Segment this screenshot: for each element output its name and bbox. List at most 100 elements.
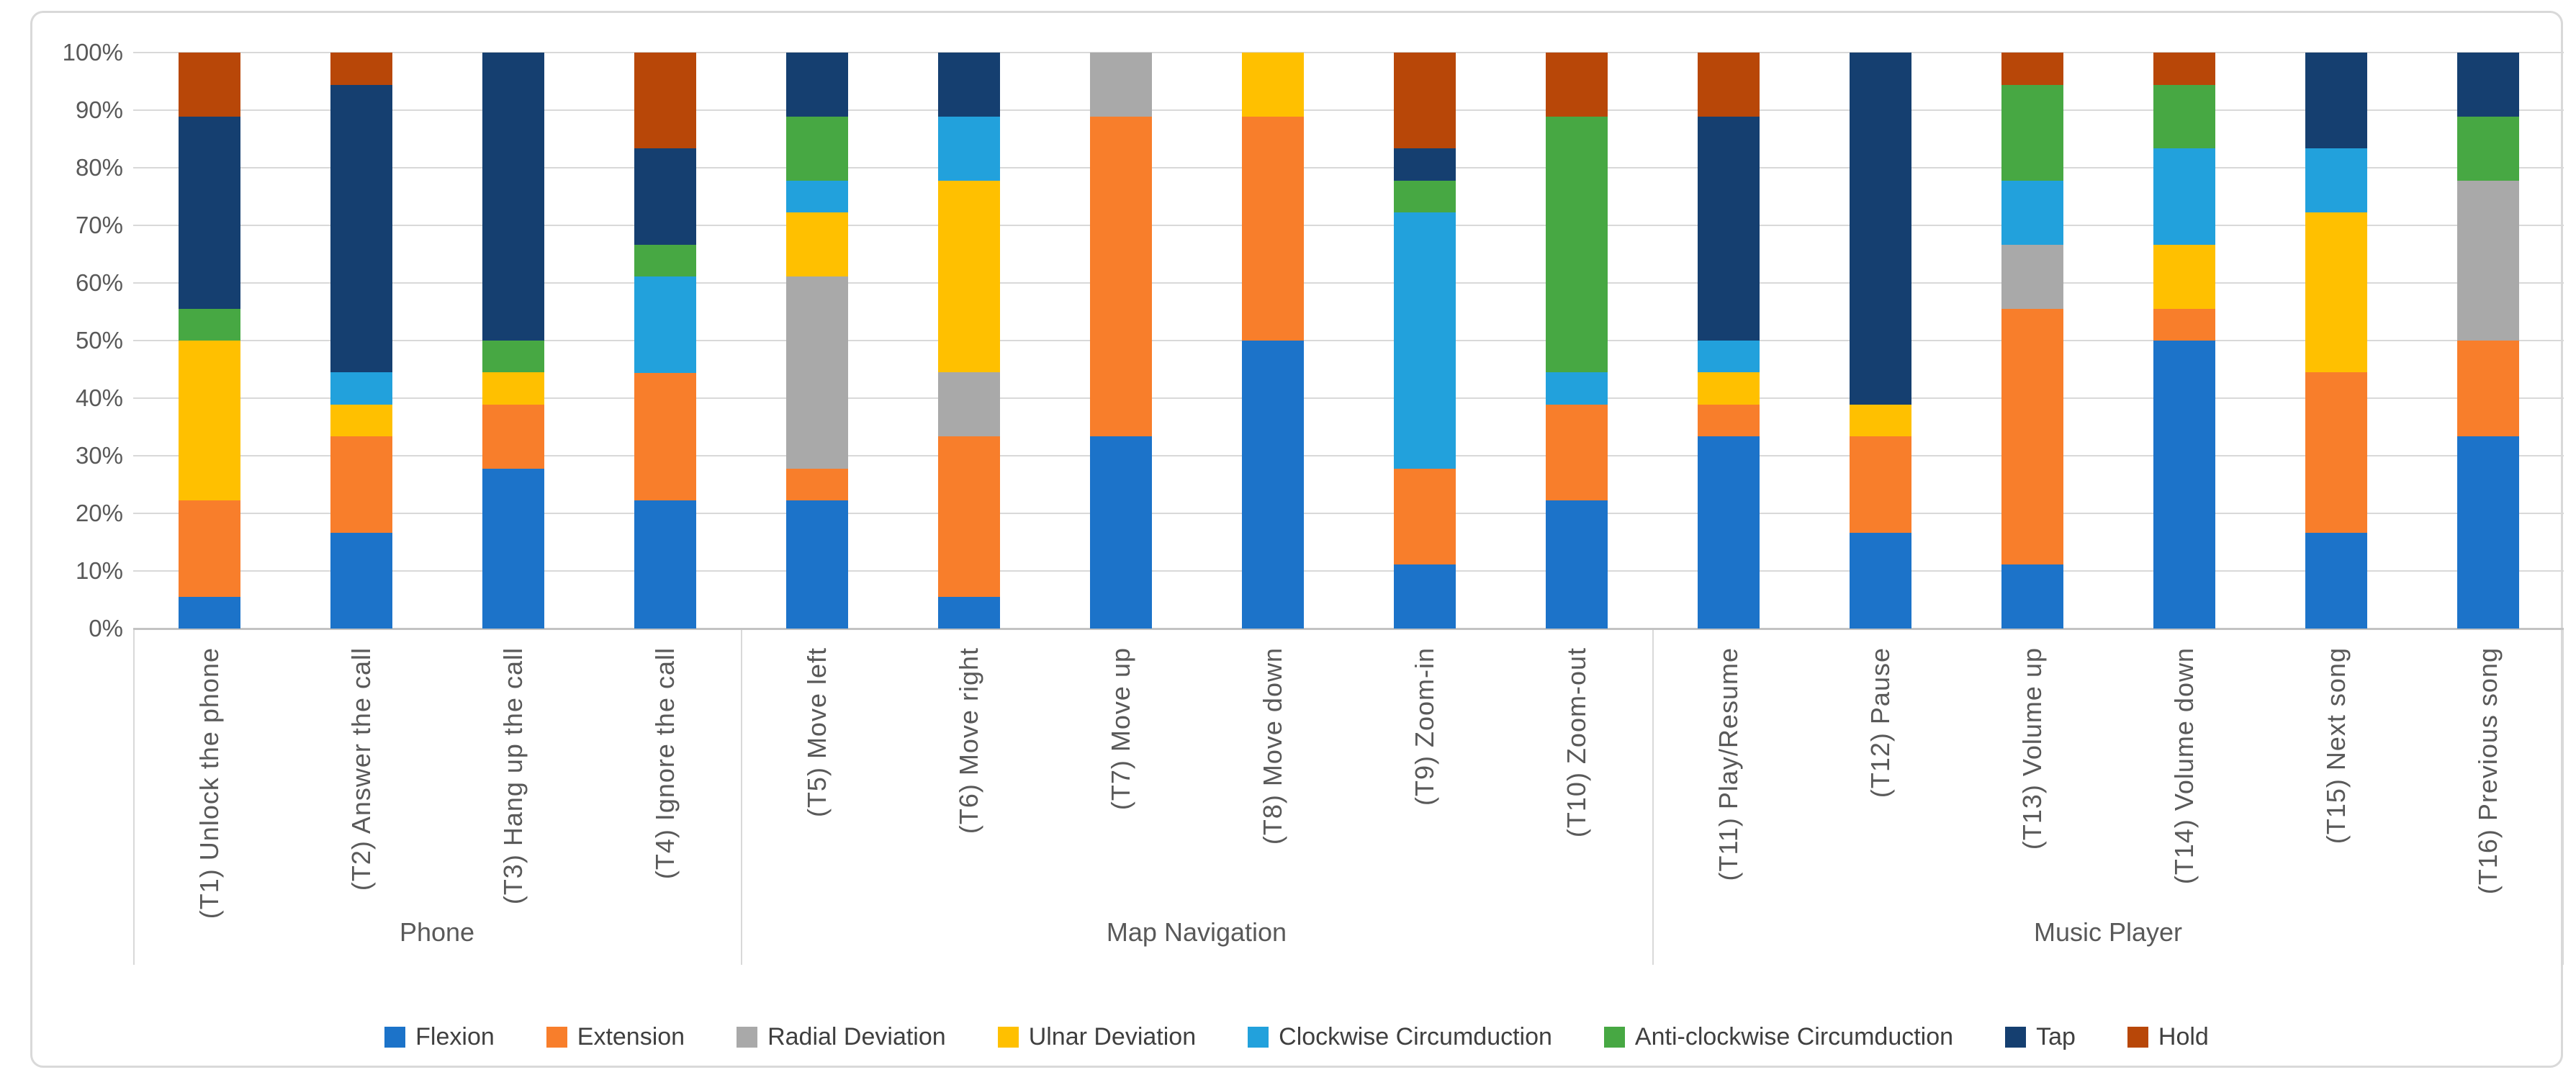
task-label-slot: (T2) Answer the call <box>285 630 437 896</box>
legend-swatch-icon <box>737 1026 758 1048</box>
bar-segment-anti-clockwise-circumduction <box>2153 84 2215 149</box>
bar-segment-radial-deviation <box>2456 180 2519 341</box>
y-tick-label: 20% <box>75 500 123 526</box>
group-label-row: Phone Map Navigation Music Player <box>133 900 2564 965</box>
bar-segment-flexion <box>937 596 1000 629</box>
category-separator <box>2562 630 2564 965</box>
bar-segment-hold <box>330 53 392 85</box>
group-label-text: Map Navigation <box>1106 917 1287 947</box>
bar-segment-ulnar-deviation <box>2153 244 2215 309</box>
group-label-phone: Phone <box>133 900 741 965</box>
legend-label: Tap <box>2036 1023 2076 1050</box>
category-separator <box>741 630 742 965</box>
bar-slot <box>1804 53 1956 629</box>
bar-segment-flexion <box>1241 341 1304 629</box>
task-label: (T13) Volume up <box>2017 647 2047 850</box>
task-label: (T10) Zoom-out <box>1561 647 1591 838</box>
bar-segment-ulnar-deviation <box>1849 404 1911 437</box>
category-separator <box>1652 630 1654 965</box>
task-label-slot: (T9) Zoom-in <box>1348 630 1500 896</box>
y-tick-label: 60% <box>75 269 123 296</box>
bar-segment-extension <box>1241 116 1304 341</box>
bar-segment-anti-clockwise-circumduction <box>634 244 696 277</box>
bar-segment-extension <box>2456 341 2519 437</box>
stacked-bar <box>482 53 544 629</box>
stacked-bar <box>2001 53 2063 629</box>
legend-item-radial-deviation: Radial Deviation <box>737 1022 946 1051</box>
gridline <box>133 225 2564 226</box>
bar-segment-flexion <box>1697 436 1760 629</box>
bar-segment-tap <box>2456 53 2519 117</box>
legend-swatch-icon <box>546 1026 567 1048</box>
bar-segment-flexion <box>1545 500 1608 629</box>
stacked-bar <box>634 53 696 629</box>
bar-slot <box>1348 53 1500 629</box>
bar-slot <box>1500 53 1652 629</box>
bar-segment-clockwise-circumduction <box>1393 212 1456 469</box>
legend-label: Extension <box>577 1023 685 1050</box>
bar-segment-flexion <box>2456 436 2519 629</box>
bar-segment-extension <box>2001 308 2063 565</box>
task-label: (T3) Hang up the call <box>497 647 528 905</box>
bar-segment-tap <box>178 116 240 309</box>
y-tick-label: 100% <box>62 39 123 66</box>
y-tick-label: 70% <box>75 212 123 238</box>
y-tick-label: 30% <box>75 442 123 469</box>
task-label-slot: (T13) Volume up <box>1956 630 2108 896</box>
legend-item-ulnar-deviation: Ulnar Deviation <box>997 1022 1196 1051</box>
task-label: (T16) Previous song <box>2472 647 2503 895</box>
bar-segment-flexion <box>785 500 848 629</box>
legend-item-hold: Hold <box>2127 1022 2209 1051</box>
bar-segment-clockwise-circumduction <box>2305 148 2367 213</box>
legend-item-clockwise-circumduction: Clockwise Circumduction <box>1248 1022 1552 1051</box>
gridline <box>133 397 2564 399</box>
bar-slot <box>893 53 1045 629</box>
bar-segment-flexion <box>330 532 392 629</box>
legend-swatch-icon <box>2005 1026 2027 1048</box>
legend-label: Anti-clockwise Circumduction <box>1634 1023 1954 1050</box>
bar-segment-hold <box>1697 53 1760 117</box>
bar-segment-extension <box>1697 404 1760 437</box>
bar-segment-hold <box>1393 53 1456 149</box>
y-tick-label: 40% <box>75 384 123 411</box>
bar-segment-tap <box>2305 53 2367 149</box>
task-label-slot: (T1) Unlock the phone <box>133 630 285 919</box>
stacked-bar <box>330 53 392 629</box>
chart-frame: 0% 10% 20% 30% 40% 50% 60% 70% 80% 90% 100% (T1) U… <box>30 11 2564 1068</box>
bar-segment-anti-clockwise-circumduction <box>785 116 848 181</box>
bar-segment-anti-clockwise-circumduction <box>2456 116 2519 181</box>
bar-slot <box>1197 53 1348 629</box>
bar-segment-clockwise-circumduction <box>1545 372 1608 405</box>
bar-slot <box>1045 53 1197 629</box>
task-label: (T9) Zoom-in <box>1409 647 1439 806</box>
y-tick-label: 80% <box>75 154 123 181</box>
y-tick-label: 90% <box>75 96 123 123</box>
task-label: (T12) Pause <box>1865 647 1895 798</box>
group-label-music-player: Music Player <box>1652 900 2564 965</box>
legend-swatch-icon <box>1248 1026 1269 1048</box>
stacked-bar <box>2153 53 2215 629</box>
task-label: (T1) Unlock the phone <box>194 647 224 919</box>
bar-segment-tap <box>785 53 848 117</box>
bar-segment-flexion <box>634 500 696 629</box>
bar-segment-extension <box>1545 404 1608 501</box>
bar-segment-clockwise-circumduction <box>2153 148 2215 245</box>
bar-segment-clockwise-circumduction <box>2001 180 2063 245</box>
bar-segment-hold <box>2153 53 2215 85</box>
task-label-row: (T1) Unlock the phone (T2) Answer the cal… <box>133 630 2564 919</box>
task-label-slot: (T14) Volume down <box>2108 630 2260 896</box>
legend-item-extension: Extension <box>546 1022 685 1051</box>
stacked-bar <box>1241 53 1304 629</box>
bar-segment-ulnar-deviation <box>1241 53 1304 117</box>
task-label: (T5) Move left <box>801 647 832 818</box>
bar-segment-hold <box>1545 53 1608 117</box>
bar-segment-flexion <box>2305 532 2367 629</box>
bar-segment-ulnar-deviation <box>178 340 240 501</box>
bar-segment-anti-clockwise-circumduction <box>482 341 544 373</box>
gridline <box>133 455 2564 456</box>
task-label-slot: (T10) Zoom-out <box>1500 630 1652 896</box>
bar-segment-tap <box>937 53 1000 117</box>
bar-segment-clockwise-circumduction <box>634 276 696 373</box>
bar-segment-flexion <box>1849 532 1911 629</box>
